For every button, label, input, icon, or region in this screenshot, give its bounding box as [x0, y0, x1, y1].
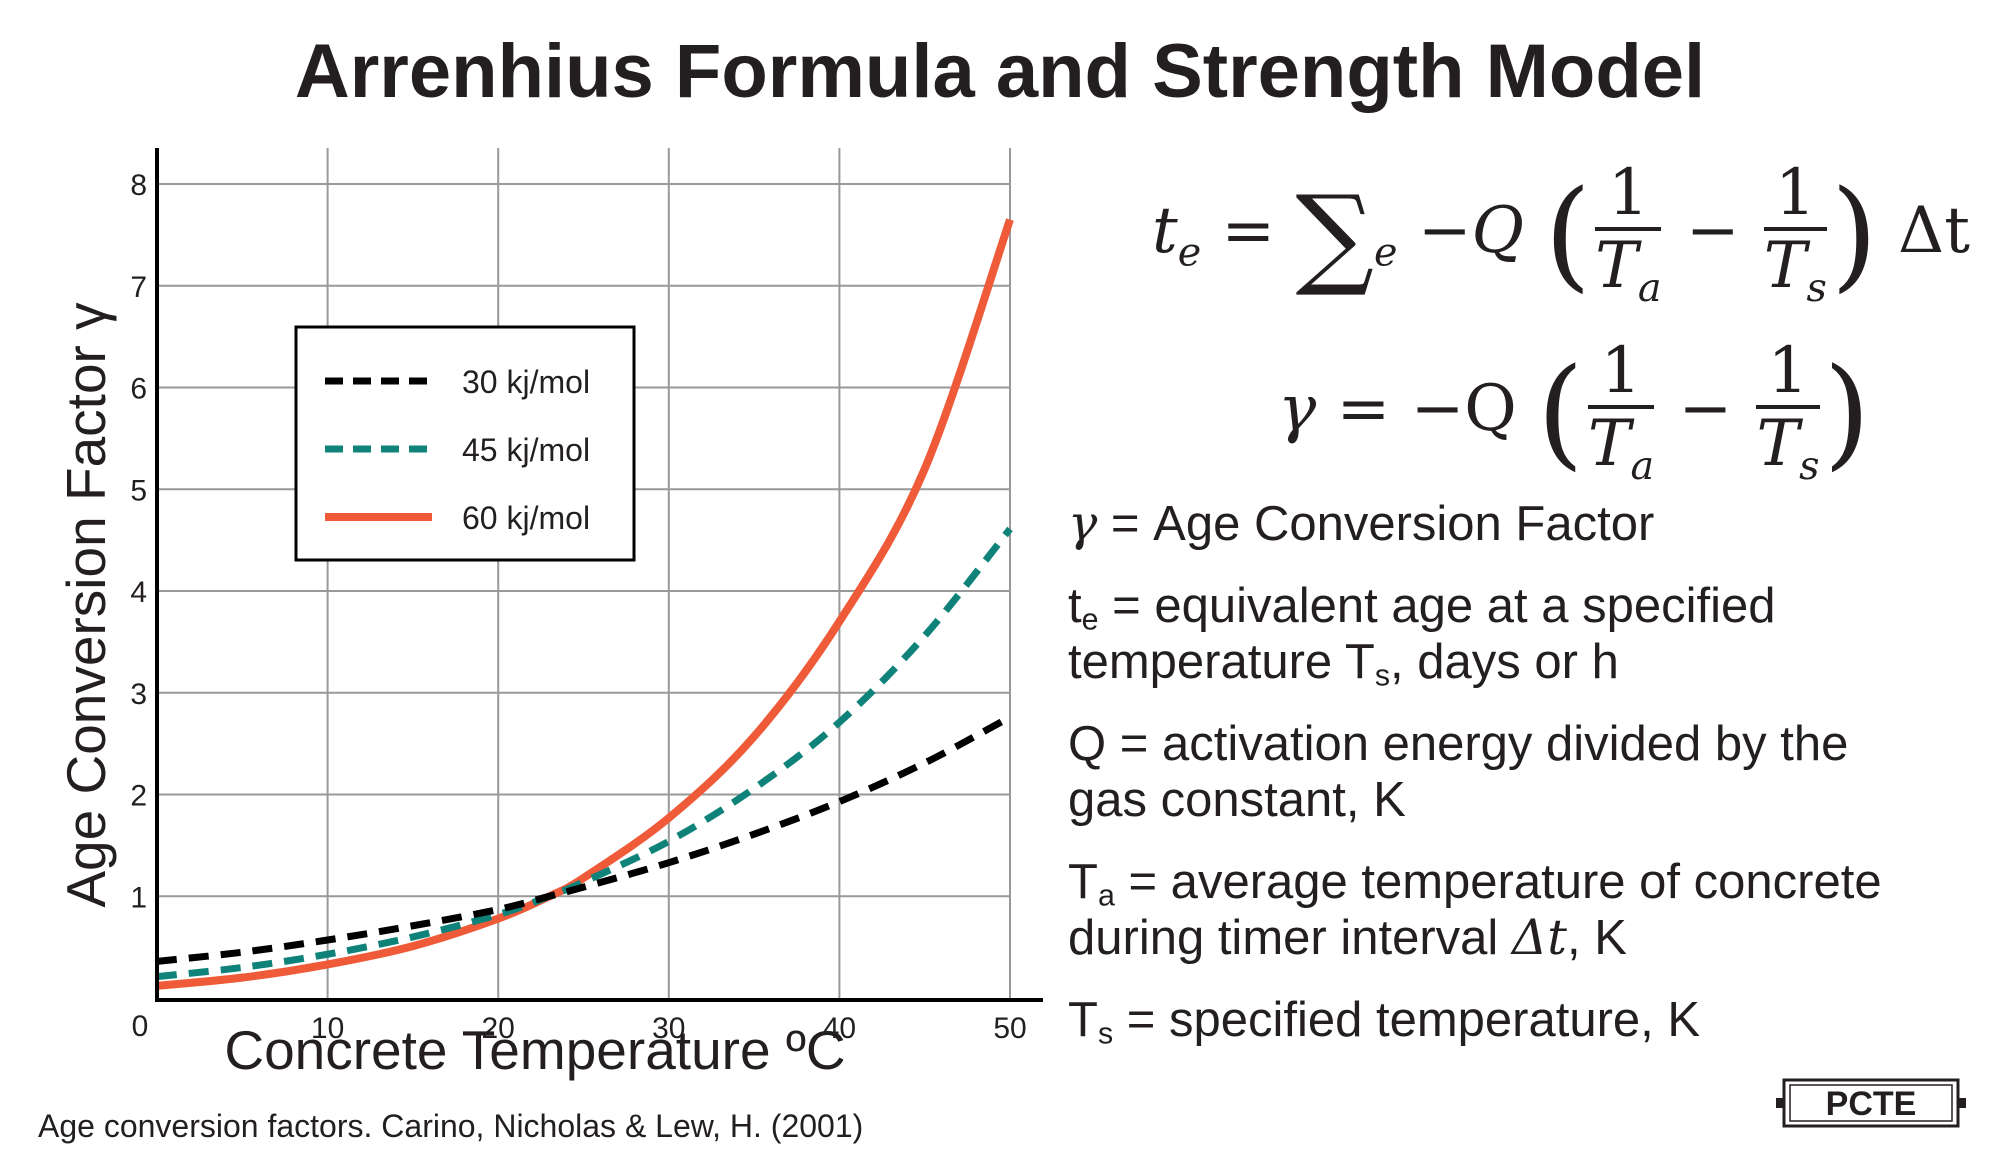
y-axis-label: Age Conversion Factor γ — [55, 302, 117, 908]
chart-axes — [155, 148, 1043, 1002]
y-tick-label: 1 — [130, 881, 147, 914]
sigma-symbol: ∑ — [1295, 171, 1375, 300]
chart-series — [156, 218, 1014, 990]
origin-tick-label: 0 — [132, 1010, 149, 1043]
chart-grid — [157, 148, 1011, 998]
page-title: Arrenhius Formula and Strength Model — [294, 29, 1706, 114]
legend-label: 60 kj/mol — [462, 500, 590, 536]
logo-text: PCTE — [1826, 1085, 1917, 1123]
definition-te: te = equivalent age at a specified temper… — [1068, 579, 1776, 693]
chart-legend: 30 kj/mol 45 kj/mol 60 kj/mol — [294, 325, 636, 562]
definition-ts: Ts = specified temperature, K — [1068, 993, 1701, 1051]
x-tick-label: 40 — [823, 1012, 856, 1045]
arrhenius-line-chart: 10 20 30 40 50 1 2 3 4 5 6 7 8 0 Concrete Temperature… — [55, 148, 1043, 1081]
equivalent-age-equation: te = ∑e −Q (1 Ta − 1 Ts) Δt — [1152, 156, 1970, 312]
series-line-30-kj-mol — [156, 714, 1012, 965]
age-conversion-equation: γ = −Q (1 Ta − 1 Ts) — [1278, 334, 1871, 490]
x-tick-label: 30 — [652, 1012, 685, 1045]
series-line-45-kj-mol — [156, 526, 1013, 981]
legend-label: 45 kj/mol — [462, 432, 590, 468]
source-citation: Age conversion factors. Carino, Nicholas… — [38, 1108, 864, 1144]
y-tick-label: 4 — [130, 576, 147, 609]
x-tick-label: 50 — [993, 1012, 1026, 1045]
x-axis-label: Concrete Temperature ºC — [224, 1019, 845, 1081]
definition-ta: Ta = average temperature of concrete duri… — [1068, 855, 1882, 966]
definition-gamma: γ = Age Conversion Factor — [1068, 495, 1655, 552]
y-tick-label: 7 — [130, 271, 147, 304]
pcte-logo: PCTE — [1776, 1078, 1966, 1128]
x-tick-label: 10 — [311, 1012, 344, 1045]
definition-q: Q = activation energy divided by the gas … — [1068, 717, 1849, 827]
y-tick-label: 3 — [130, 678, 147, 711]
series-line-60-kj-mol — [156, 218, 1014, 990]
legend-box — [294, 325, 636, 562]
y-tick-label: 6 — [130, 373, 147, 406]
x-tick-label: 20 — [482, 1012, 515, 1045]
y-tick-label: 5 — [130, 474, 147, 507]
variable-definitions: γ = Age Conversion Factor te = equivalen… — [1068, 496, 1988, 1074]
y-tick-label: 2 — [130, 780, 147, 813]
y-tick-label: 8 — [130, 169, 147, 202]
legend-label: 30 kj/mol — [462, 364, 590, 400]
chart-tick-labels: 10 20 30 40 50 1 2 3 4 5 6 7 8 0 — [130, 169, 1026, 1045]
